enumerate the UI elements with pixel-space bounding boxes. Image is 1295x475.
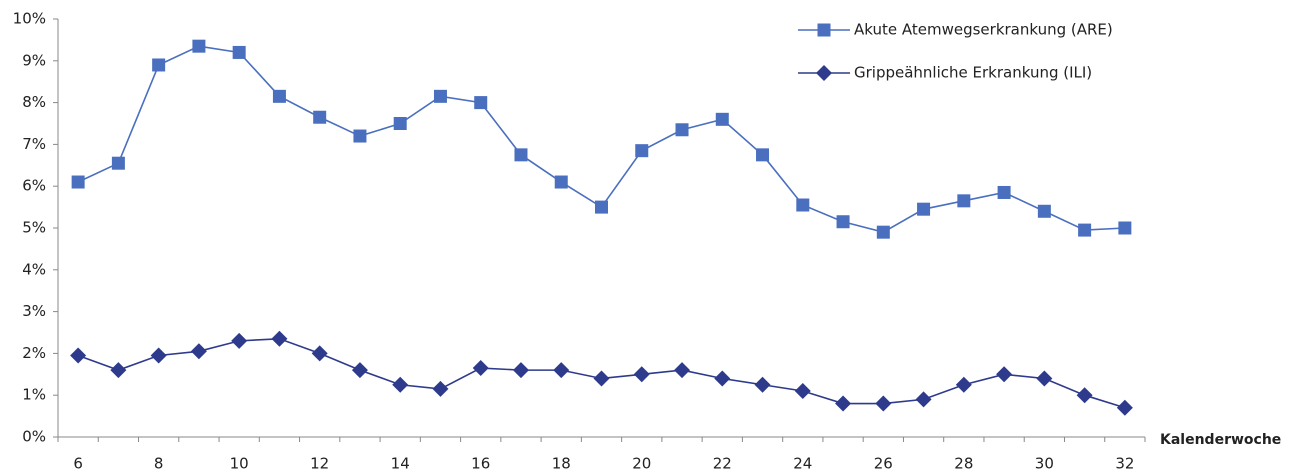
data-point bbox=[1076, 387, 1093, 404]
x-tick-label: 30 bbox=[1035, 455, 1054, 473]
data-point bbox=[835, 395, 852, 412]
data-point bbox=[593, 370, 610, 387]
y-tick-label: 9% bbox=[22, 51, 46, 69]
x-tick-label: 12 bbox=[310, 455, 329, 473]
data-point bbox=[756, 148, 770, 162]
data-point bbox=[875, 395, 892, 412]
data-point bbox=[715, 112, 729, 126]
data-point bbox=[232, 45, 246, 59]
data-point bbox=[313, 110, 327, 124]
y-tick-label: 6% bbox=[22, 177, 46, 195]
data-point bbox=[955, 376, 972, 393]
data-point bbox=[272, 89, 286, 103]
data-point bbox=[595, 200, 608, 214]
x-tick-label: 22 bbox=[713, 455, 732, 473]
y-tick-label: 5% bbox=[22, 219, 46, 237]
legend-marker bbox=[816, 65, 832, 81]
data-point bbox=[996, 366, 1013, 383]
legend-label: Grippeähnliche Erkrankung (ILI) bbox=[854, 64, 1092, 82]
data-point bbox=[1116, 399, 1133, 416]
y-tick-label: 7% bbox=[22, 135, 46, 153]
data-point bbox=[190, 343, 207, 360]
x-tick-label: 26 bbox=[874, 455, 893, 473]
y-tick-label: 2% bbox=[22, 344, 46, 362]
data-point bbox=[1118, 221, 1132, 235]
data-point bbox=[392, 376, 409, 393]
data-point bbox=[152, 58, 166, 72]
data-point bbox=[1078, 223, 1092, 237]
data-point bbox=[271, 330, 288, 347]
y-tick-label: 0% bbox=[22, 428, 46, 446]
data-point bbox=[311, 345, 328, 362]
data-point bbox=[150, 347, 167, 364]
data-point bbox=[70, 347, 87, 364]
data-point bbox=[917, 202, 931, 216]
data-point bbox=[110, 362, 127, 379]
data-point bbox=[192, 39, 206, 53]
y-tick-label: 10% bbox=[13, 10, 46, 28]
x-tick-label: 14 bbox=[391, 455, 410, 473]
data-point bbox=[915, 391, 932, 408]
data-point bbox=[514, 148, 528, 162]
data-point bbox=[674, 362, 691, 379]
data-point bbox=[512, 362, 529, 379]
data-point bbox=[71, 175, 85, 189]
data-point bbox=[997, 185, 1011, 199]
x-tick-label: 28 bbox=[954, 455, 973, 473]
x-tick-label: 10 bbox=[230, 455, 249, 473]
data-point bbox=[957, 194, 971, 208]
data-point bbox=[836, 215, 850, 229]
legend-marker bbox=[817, 23, 831, 37]
x-tick-label: 20 bbox=[632, 455, 651, 473]
data-point bbox=[794, 383, 811, 400]
x-tick-label: 8 bbox=[154, 455, 164, 473]
data-point bbox=[351, 362, 368, 379]
x-axis-label: Kalenderwoche bbox=[1160, 432, 1281, 448]
data-point bbox=[635, 144, 649, 158]
data-point bbox=[796, 198, 810, 212]
data-point bbox=[393, 117, 407, 130]
data-point bbox=[554, 175, 568, 189]
data-point bbox=[553, 362, 570, 379]
y-tick-label: 4% bbox=[22, 260, 46, 278]
x-tick-label: 16 bbox=[471, 455, 490, 473]
x-tick-label: 32 bbox=[1115, 455, 1134, 473]
data-point bbox=[1037, 204, 1051, 218]
data-point bbox=[433, 89, 447, 103]
data-point bbox=[754, 376, 771, 393]
data-point bbox=[1036, 370, 1053, 387]
x-tick-label: 24 bbox=[793, 455, 812, 473]
data-point bbox=[675, 123, 689, 137]
data-point bbox=[633, 366, 650, 383]
y-tick-label: 3% bbox=[22, 302, 46, 320]
data-point bbox=[876, 225, 890, 239]
data-point bbox=[111, 156, 125, 170]
y-tick-label: 1% bbox=[22, 386, 46, 404]
data-point bbox=[472, 360, 489, 377]
y-tick-label: 8% bbox=[22, 93, 46, 111]
data-point bbox=[714, 370, 731, 387]
data-point bbox=[231, 332, 248, 349]
data-point bbox=[474, 96, 488, 110]
x-tick-label: 6 bbox=[73, 455, 83, 473]
data-point bbox=[353, 129, 367, 143]
x-tick-label: 18 bbox=[552, 455, 571, 473]
legend-label: Akute Atemwegserkrankung (ARE) bbox=[854, 21, 1113, 39]
data-point bbox=[432, 380, 449, 397]
